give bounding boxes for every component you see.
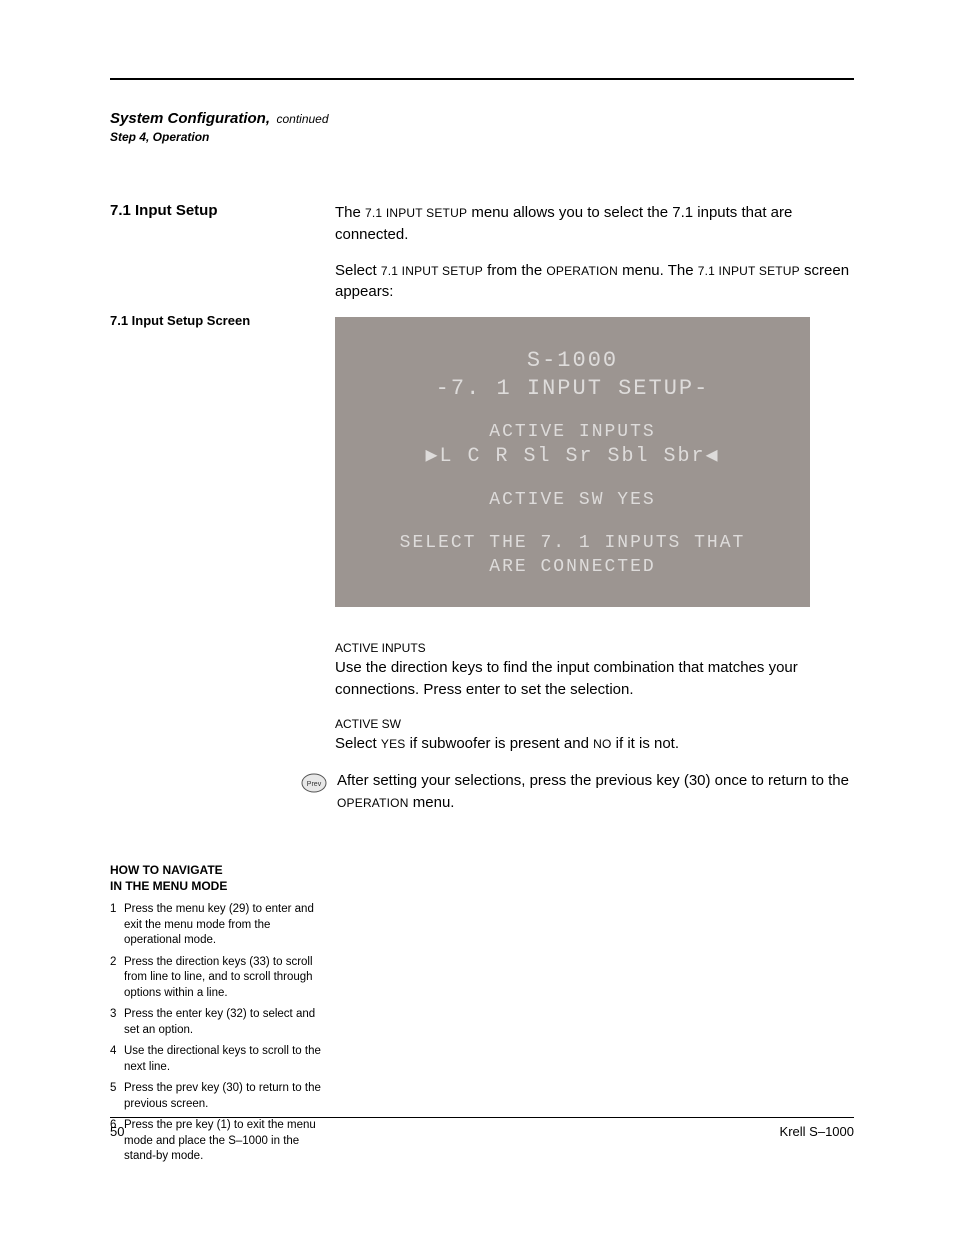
active-sw-desc: Select YES if subwoofer is present and N… bbox=[335, 733, 854, 755]
active-sw-label: ACTIVE SW bbox=[335, 717, 854, 731]
header-row: System Configuration, continued bbox=[110, 110, 854, 128]
right-column: The 7.1 INPUT SETUP menu allows you to s… bbox=[335, 202, 854, 814]
intro-part-0: The bbox=[335, 204, 365, 221]
main-columns: 7.1 Input Setup 7.1 Input Setup Screen T… bbox=[110, 202, 854, 814]
prev-text: After setting your selections, press the… bbox=[337, 770, 854, 814]
screen-label: 7.1 Input Setup Screen bbox=[110, 313, 325, 328]
nav-text: Press the prev key (30) to return to the… bbox=[124, 1081, 328, 1112]
nav-num: 1 bbox=[110, 902, 124, 949]
nav-item: 1Press the menu key (29) to enter and ex… bbox=[110, 902, 328, 949]
header-title: System Configuration, bbox=[110, 110, 270, 127]
prev-part-1: OPERATION bbox=[337, 796, 409, 810]
header-block: System Configuration, continued Step 4, … bbox=[110, 110, 854, 144]
sw-part-3: NO bbox=[593, 737, 611, 751]
screen-gap-1 bbox=[335, 402, 810, 420]
sw-part-1: YES bbox=[381, 737, 406, 751]
select-part-5: 7.1 INPUT SETUP bbox=[698, 264, 800, 278]
active-inputs-block: ACTIVE INPUTS Use the direction keys to … bbox=[335, 641, 854, 701]
product-name: Krell S–1000 bbox=[780, 1124, 854, 1139]
nav-title-line1: HOW TO NAVIGATE bbox=[110, 863, 223, 877]
intro-part-1: 7.1 INPUT SETUP bbox=[365, 206, 467, 220]
prev-key-icon: Prev bbox=[301, 772, 327, 794]
nav-num: 3 bbox=[110, 1007, 124, 1038]
prev-row: Prev After setting your selections, pres… bbox=[335, 770, 854, 814]
nav-text: Use the directional keys to scroll to th… bbox=[124, 1044, 328, 1075]
prev-part-0: After setting your selections, press the… bbox=[337, 772, 849, 789]
nav-text: Press the menu key (29) to enter and exi… bbox=[124, 902, 328, 949]
select-part-0: Select bbox=[335, 262, 381, 279]
intro-paragraph: The 7.1 INPUT SETUP menu allows you to s… bbox=[335, 202, 854, 246]
nav-num: 5 bbox=[110, 1081, 124, 1112]
document-page: System Configuration, continued Step 4, … bbox=[0, 0, 954, 1235]
header-continued: continued bbox=[276, 112, 328, 126]
screen-active-inputs-row: ▶L C R Sl Sr Sbl Sbr◀ bbox=[335, 444, 810, 470]
screen-active-sw: ACTIVE SW YES bbox=[335, 488, 810, 512]
top-rule bbox=[110, 78, 854, 80]
screen-gap-3 bbox=[335, 513, 810, 531]
nav-item: 5Press the prev key (30) to return to th… bbox=[110, 1081, 328, 1112]
screen-active-inputs-label: ACTIVE INPUTS bbox=[335, 420, 810, 444]
nav-text: Press the enter key (32) to select and s… bbox=[124, 1007, 328, 1038]
select-part-4: menu. The bbox=[618, 262, 698, 279]
header-subtitle: Step 4, Operation bbox=[110, 130, 854, 144]
nav-title-line2: IN THE MENU MODE bbox=[110, 879, 227, 893]
active-inputs-desc: Use the direction keys to find the input… bbox=[335, 657, 854, 701]
nav-title: HOW TO NAVIGATE IN THE MENU MODE bbox=[110, 862, 328, 894]
screen-gap-2 bbox=[335, 470, 810, 488]
nav-num: 2 bbox=[110, 955, 124, 1002]
prev-icon-label: Prev bbox=[307, 781, 322, 788]
select-part-1: 7.1 INPUT SETUP bbox=[381, 264, 483, 278]
screen-title: -7. 1 INPUT SETUP- bbox=[335, 375, 810, 403]
setup-screen: S-1000 -7. 1 INPUT SETUP- ACTIVE INPUTS … bbox=[335, 317, 810, 607]
select-part-3: OPERATION bbox=[546, 264, 618, 278]
nav-text: Press the direction keys (33) to scroll … bbox=[124, 955, 328, 1002]
active-inputs-label: ACTIVE INPUTS bbox=[335, 641, 854, 655]
sw-part-4: if it is not. bbox=[612, 735, 680, 752]
nav-num: 4 bbox=[110, 1044, 124, 1075]
sw-part-2: if subwoofer is present and bbox=[405, 735, 593, 752]
left-column: 7.1 Input Setup 7.1 Input Setup Screen bbox=[110, 202, 335, 328]
nav-item: 4Use the directional keys to scroll to t… bbox=[110, 1044, 328, 1075]
screen-hint-1: SELECT THE 7. 1 INPUTS THAT bbox=[335, 531, 810, 555]
nav-item: 2Press the direction keys (33) to scroll… bbox=[110, 955, 328, 1002]
screen-hint-2: ARE CONNECTED bbox=[335, 555, 810, 579]
sw-part-0: Select bbox=[335, 735, 381, 752]
nav-item: 3Press the enter key (32) to select and … bbox=[110, 1007, 328, 1038]
select-part-2: from the bbox=[483, 262, 546, 279]
prev-part-2: menu. bbox=[409, 794, 455, 811]
select-paragraph: Select 7.1 INPUT SETUP from the OPERATIO… bbox=[335, 260, 854, 304]
section-heading: 7.1 Input Setup bbox=[110, 202, 325, 219]
page-number: 50 bbox=[110, 1124, 124, 1139]
page-footer: 50 Krell S–1000 bbox=[110, 1117, 854, 1139]
active-sw-block: ACTIVE SW Select YES if subwoofer is pre… bbox=[335, 717, 854, 755]
screen-model: S-1000 bbox=[335, 347, 810, 375]
